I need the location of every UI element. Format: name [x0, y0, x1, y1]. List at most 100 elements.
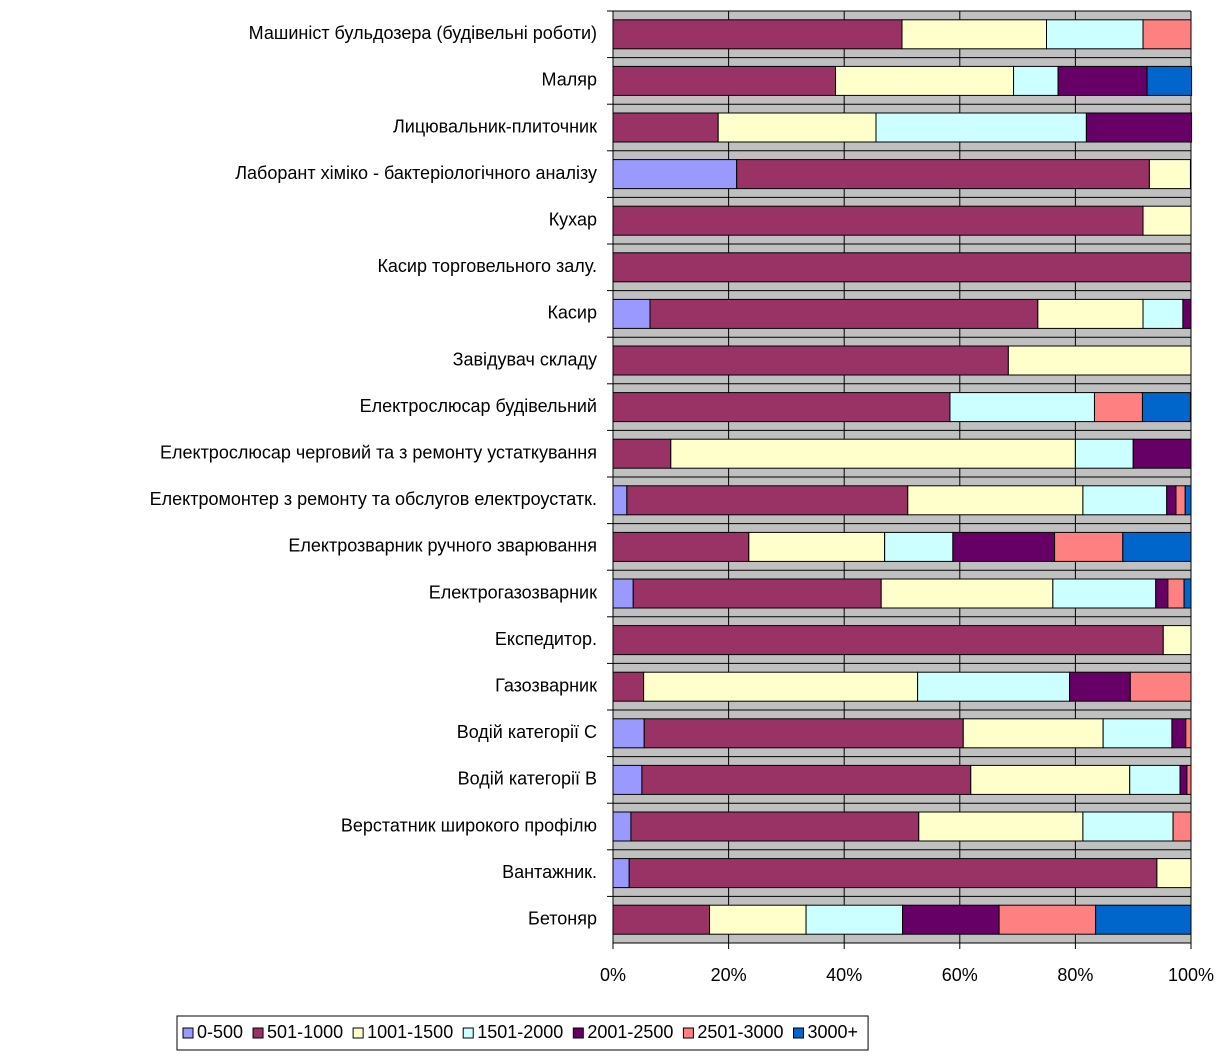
y-tick-label: Електрогазозварник	[429, 582, 597, 602]
legend-label: 1001-1500	[367, 1022, 453, 1042]
bar-segment	[1162, 625, 1192, 656]
bar-segment	[612, 205, 1144, 236]
legend-swatch	[572, 1027, 584, 1039]
bar-segment	[612, 858, 630, 889]
bar-segment	[1142, 205, 1192, 236]
bar-segment	[1069, 671, 1131, 702]
bar-segment	[875, 112, 1087, 143]
y-tick-label: Електромонтер з ремонту та обслугов елек…	[150, 489, 597, 509]
bar-segment	[1102, 718, 1173, 749]
y-tick-label: Машиніст бульдозера (будівельні роботи)	[249, 23, 597, 43]
legend-label: 3000+	[808, 1022, 859, 1042]
y-tick-label: Маляр	[542, 70, 597, 90]
bar-segment	[649, 298, 1039, 329]
legend-swatch	[793, 1027, 804, 1039]
bar-segment	[612, 485, 628, 516]
bar-segment	[1155, 578, 1169, 609]
bar-segment	[612, 65, 837, 96]
bar-segment	[1141, 392, 1191, 423]
bar-segment	[884, 531, 954, 562]
bar-segment	[643, 671, 919, 702]
bar-segment	[880, 578, 1054, 609]
y-tick-label: Експедитор.	[495, 629, 597, 649]
bar-segment	[736, 159, 1150, 190]
x-tick-label: 60%	[942, 965, 978, 985]
bar-segment	[1156, 858, 1192, 889]
x-tick-label: 0%	[600, 965, 626, 985]
y-tick-label: Газозварник	[495, 675, 597, 695]
bar-segment	[626, 485, 909, 516]
bar-segment	[748, 531, 886, 562]
bar-segment	[1085, 112, 1193, 143]
bar-segment	[901, 19, 1047, 50]
bar-segment	[952, 531, 1056, 562]
bar-segment	[917, 671, 1071, 702]
y-tick-label: Завідувач складу	[453, 349, 597, 369]
legend-box	[176, 1015, 869, 1051]
bar-segment	[1175, 485, 1186, 516]
legend-label: 0-500	[197, 1022, 243, 1042]
y-tick-label: Електрозварник ручного зварювання	[288, 536, 597, 556]
bar-segment	[1182, 298, 1192, 329]
y-tick-label: Кухар	[549, 209, 597, 229]
bar-segment	[628, 858, 1158, 889]
bar-segment	[612, 19, 903, 50]
bar-segment	[1166, 485, 1177, 516]
bar-segment	[998, 904, 1097, 935]
bar-segment	[1183, 578, 1192, 609]
bar-segment	[1082, 811, 1174, 842]
y-tick-label: Водій категорії В	[458, 769, 597, 789]
bar-segment	[717, 112, 877, 143]
bar-segment	[612, 298, 651, 329]
y-tick-label: Водій категорії С	[457, 722, 597, 742]
y-tick-label: Лаборант хіміко - бактеріологічного анал…	[235, 163, 597, 183]
bar-segment	[612, 578, 634, 609]
legend-swatch	[252, 1027, 264, 1039]
bar-segment	[670, 438, 1076, 469]
bar-segment	[612, 392, 951, 423]
bar-segment	[1142, 19, 1192, 50]
y-tick-label: Електрослюсар черговий та з ремонту уста…	[160, 442, 597, 462]
bar-segment	[1095, 904, 1192, 935]
bar-segment	[643, 718, 964, 749]
bar-segment	[1132, 438, 1192, 469]
bar-segment	[970, 764, 1131, 795]
bar-segment	[630, 811, 920, 842]
bar-segment	[612, 718, 645, 749]
bar-segment	[1057, 65, 1148, 96]
legend-swatch	[352, 1027, 364, 1039]
y-tick-label: Касир торговельного залу.	[377, 256, 597, 276]
legend-label: 1501-2000	[477, 1022, 563, 1042]
legend-label: 2001-2500	[587, 1022, 673, 1042]
bar-segment	[1013, 65, 1059, 96]
y-tick-label: Касир	[547, 303, 597, 323]
bar-segment	[612, 112, 719, 143]
bar-segment	[709, 904, 807, 935]
bar-segment	[1167, 578, 1185, 609]
bar-segment	[612, 764, 643, 795]
bar-segment	[612, 531, 750, 562]
bar-segment	[612, 811, 632, 842]
bar-segment	[1129, 671, 1192, 702]
bar-segment	[805, 904, 904, 935]
bar-segment	[1171, 718, 1187, 749]
bar-segment	[918, 811, 1084, 842]
bar-segment	[612, 438, 672, 469]
legend-label: 501-1000	[267, 1022, 343, 1042]
bar-segment	[907, 485, 1084, 516]
legend-swatch	[182, 1027, 194, 1039]
x-tick-label: 20%	[711, 965, 747, 985]
bar-segment	[835, 65, 1015, 96]
bar-segment	[902, 904, 1000, 935]
y-tick-label: Бетоняр	[528, 908, 597, 928]
bar-segment	[612, 671, 645, 702]
bar-segment	[1052, 578, 1157, 609]
bar-segment	[1148, 159, 1191, 190]
bar-segment	[949, 392, 1095, 423]
bar-segment	[1007, 345, 1192, 376]
bar-segment	[1184, 485, 1192, 516]
bar-segment	[1172, 811, 1192, 842]
bar-segment	[612, 252, 1192, 283]
legend-swatch	[462, 1027, 474, 1039]
